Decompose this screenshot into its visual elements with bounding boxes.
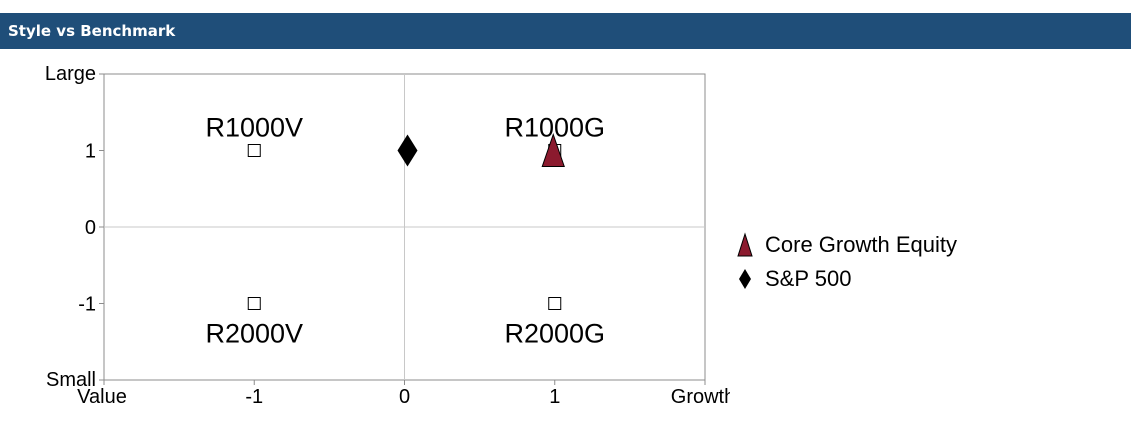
legend-label: S&P 500 xyxy=(765,266,852,291)
legend-item-sp500: S&P 500 xyxy=(733,262,957,296)
legend-label: Core Growth Equity xyxy=(765,232,957,257)
x-axis-left-label: Value xyxy=(77,386,127,408)
y-axis-bottom-label: Small xyxy=(46,369,96,391)
y-axis-top-label: Large xyxy=(45,63,96,85)
x-axis-right-label: Growth xyxy=(671,386,730,408)
style-box-marker xyxy=(548,297,562,310)
style-box-label: R2000V xyxy=(205,319,303,349)
core-growth-equity-point xyxy=(541,132,565,167)
triangle-icon xyxy=(737,232,753,257)
y-tick-label: 0 xyxy=(85,217,96,239)
y-tick-label: -1 xyxy=(78,294,96,316)
diamond-icon xyxy=(739,269,751,289)
chart-header: Style vs Benchmark xyxy=(0,13,1131,49)
style-box-marker xyxy=(247,144,261,157)
sp500-point xyxy=(397,134,418,167)
y-tick-label: 1 xyxy=(85,141,96,163)
style-box-label: R2000G xyxy=(504,319,605,349)
legend: Core Growth Equity S&P 500 xyxy=(733,228,957,296)
x-tick-label: 0 xyxy=(399,386,410,408)
chart-title: Style vs Benchmark xyxy=(8,22,176,40)
legend-item-core-growth-equity: Core Growth Equity xyxy=(733,228,957,262)
x-tick-label: 1 xyxy=(549,386,560,408)
style-box-marker xyxy=(247,297,261,310)
x-tick-label: -1 xyxy=(245,386,263,408)
style-box-label: R1000V xyxy=(205,113,303,143)
